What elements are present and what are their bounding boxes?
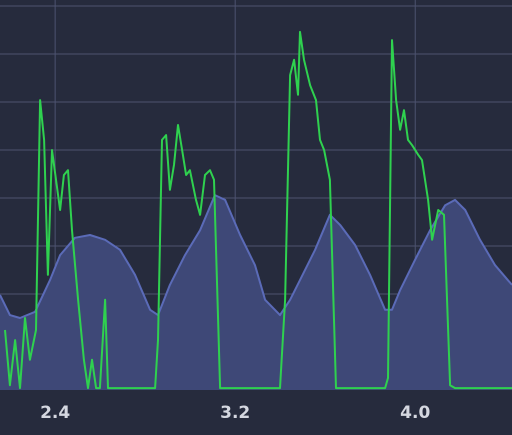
x-tick-label: 2.4 bbox=[40, 403, 70, 423]
x-tick-label: 4.0 bbox=[400, 403, 430, 423]
series-line bbox=[0, 194, 512, 319]
area-fill bbox=[0, 195, 512, 390]
x-tick-label: 3.2 bbox=[220, 403, 250, 423]
series-line bbox=[4, 30, 512, 390]
